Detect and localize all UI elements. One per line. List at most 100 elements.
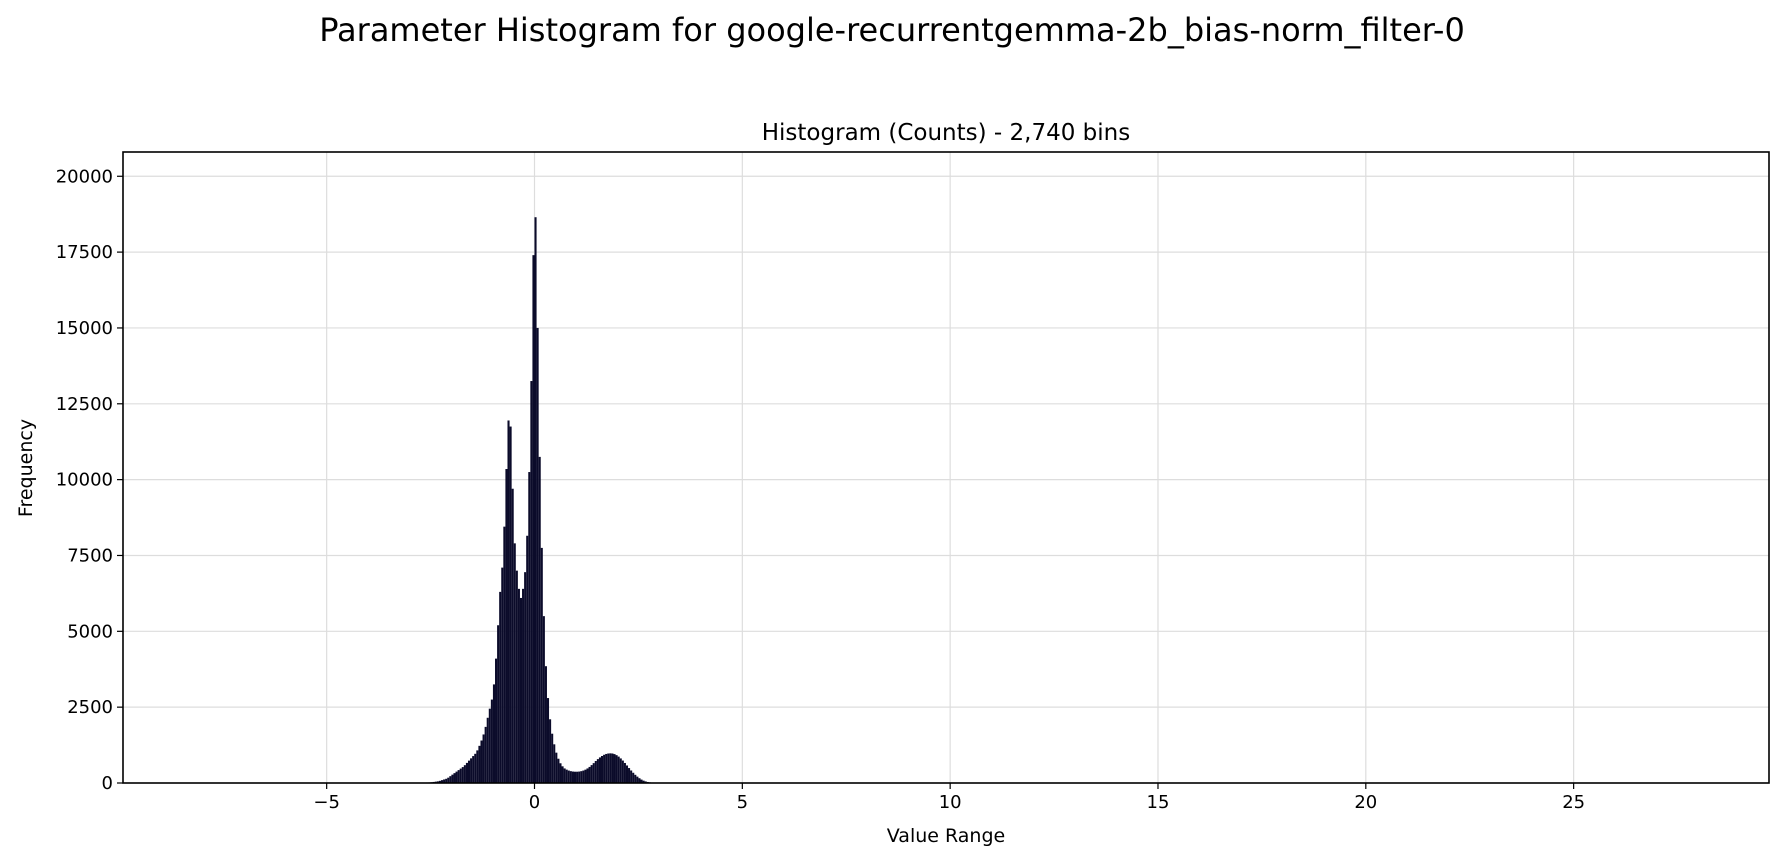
histogram-bar	[603, 754, 606, 783]
x-tick-label: 25	[1562, 792, 1585, 813]
histogram-bar	[511, 488, 514, 783]
y-tick-label: 15000	[56, 318, 113, 339]
histogram-bar	[474, 753, 477, 783]
histogram-bar	[526, 535, 529, 783]
histogram-bar	[573, 771, 577, 783]
histogram-bar	[505, 469, 508, 783]
histogram-bar	[607, 753, 610, 783]
histogram-bar	[461, 767, 464, 783]
histogram-bar	[470, 758, 473, 783]
y-tick-label: 10000	[56, 470, 113, 491]
histogram-bar	[490, 699, 493, 783]
histogram-bar	[576, 771, 579, 783]
histogram-bar	[609, 753, 612, 783]
histogram-bar	[515, 570, 518, 783]
histogram-bar	[619, 758, 622, 783]
plot-area-frame	[122, 151, 1770, 784]
histogram-bar	[638, 778, 641, 783]
histogram-bar	[571, 771, 574, 783]
y-tick-label: 5000	[67, 621, 113, 642]
histogram-bar	[540, 547, 543, 783]
histogram-bar	[621, 760, 624, 783]
histogram-bar	[628, 768, 631, 783]
histogram-bar	[517, 588, 520, 783]
histogram-bar	[590, 765, 593, 783]
chart-title: Histogram (Counts) - 2,740 bins	[762, 120, 1130, 146]
histogram-bar	[565, 769, 568, 783]
grid-lines	[123, 152, 1769, 784]
histogram-bar	[467, 760, 471, 783]
histogram-bar	[436, 781, 439, 783]
y-tick-label: 0	[102, 773, 113, 794]
histogram-bar	[640, 779, 643, 783]
x-tick-label: 0	[529, 792, 540, 813]
histogram-bar	[611, 753, 614, 783]
histogram-bar	[443, 779, 446, 783]
histogram-bar	[555, 752, 558, 783]
histogram-bar	[538, 456, 541, 783]
x-tick-label: 20	[1354, 792, 1377, 813]
histogram-bar	[588, 766, 591, 783]
histogram-bar	[465, 762, 468, 783]
histogram-bar	[596, 759, 599, 783]
histogram-bar	[507, 420, 510, 783]
histogram-bar	[519, 597, 523, 783]
x-axis-ticks: −5 0 5 10 15 20 25	[313, 783, 1585, 813]
histogram-bar	[634, 774, 637, 783]
figure-suptitle: Parameter Histogram for google-recurrent…	[319, 11, 1465, 49]
histogram-bar	[542, 616, 545, 783]
histogram-bar	[451, 774, 454, 783]
histogram-bar	[472, 756, 475, 783]
histogram-bar	[580, 771, 583, 783]
y-tick-label: 2500	[67, 697, 113, 718]
histogram-bar	[617, 756, 620, 783]
histogram-bars	[409, 217, 660, 783]
histogram-bar	[478, 745, 481, 783]
histogram-bar	[601, 756, 604, 783]
histogram-bar	[557, 758, 560, 783]
histogram-bar	[522, 588, 525, 783]
x-tick-label: 5	[737, 792, 748, 813]
histogram-bar	[586, 768, 589, 783]
histogram-bar	[528, 472, 531, 783]
histogram-bar	[598, 757, 602, 783]
histogram-bar	[549, 719, 552, 783]
histogram-bar	[536, 327, 539, 783]
histogram-bar	[613, 754, 616, 783]
histogram-bar	[488, 708, 491, 783]
histogram-bar	[455, 771, 458, 783]
histogram-bar	[636, 776, 639, 783]
histogram-bar	[495, 658, 498, 783]
histogram-bar	[630, 770, 633, 783]
histogram-bar	[582, 770, 585, 783]
histogram-bar	[513, 543, 516, 783]
histogram-bar	[569, 771, 572, 783]
y-axis-label: Frequency	[15, 419, 37, 517]
histogram-bar	[632, 772, 635, 783]
histogram-bar	[530, 381, 533, 783]
histogram-bar	[492, 684, 496, 783]
histogram-bar	[592, 763, 595, 783]
histogram-bar	[438, 780, 441, 783]
histogram-bar	[447, 777, 450, 783]
histogram-bar	[553, 744, 556, 783]
histogram-bar	[497, 625, 500, 783]
histogram-bar	[440, 780, 444, 783]
histogram-bar	[453, 773, 456, 783]
histogram-bar	[503, 526, 506, 783]
histogram-bar	[501, 567, 504, 783]
y-tick-label: 17500	[56, 242, 113, 263]
histogram-bar	[499, 591, 502, 783]
histogram-bar	[457, 770, 460, 783]
histogram-bar	[482, 734, 485, 783]
x-tick-label: −5	[313, 792, 340, 813]
y-tick-label: 7500	[67, 545, 113, 566]
y-tick-label: 20000	[56, 166, 113, 187]
histogram-bar	[615, 755, 618, 783]
histogram-bar	[534, 217, 537, 783]
histogram-bar	[563, 768, 566, 783]
histogram-bar	[484, 726, 487, 783]
x-tick-label: 10	[939, 792, 962, 813]
histogram-bar	[449, 776, 452, 783]
